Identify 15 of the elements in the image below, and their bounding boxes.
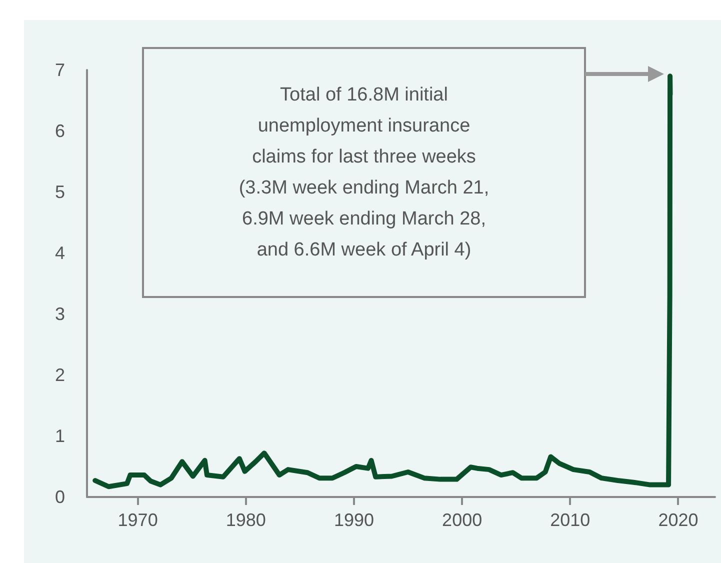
annotation: Total of 16.8M initial unemployment insurance claims for last three weeks (3.3M week ending March 21, 6.9M week ending March 28, and 6.6M week of April 4) <box>238 84 490 260</box>
y-tick-label: 7 <box>54 60 65 80</box>
y-tick-label: 2 <box>54 365 65 385</box>
y-tick-label: 4 <box>54 243 65 263</box>
y-tick-label: 0 <box>54 487 65 507</box>
x-tick-label: 2000 <box>442 510 482 530</box>
x-tick-label: 2020 <box>658 510 698 530</box>
y-tick-label: 1 <box>54 426 65 446</box>
y-tick-label: 3 <box>54 304 65 324</box>
x-tick-label: 1970 <box>118 510 158 530</box>
y-tick-label: 6 <box>54 121 65 141</box>
x-tick-label: 2010 <box>550 510 590 530</box>
y-tick-label: 5 <box>54 182 65 202</box>
x-tick-label: 1980 <box>226 510 266 530</box>
x-tick-label: 1990 <box>334 510 374 530</box>
